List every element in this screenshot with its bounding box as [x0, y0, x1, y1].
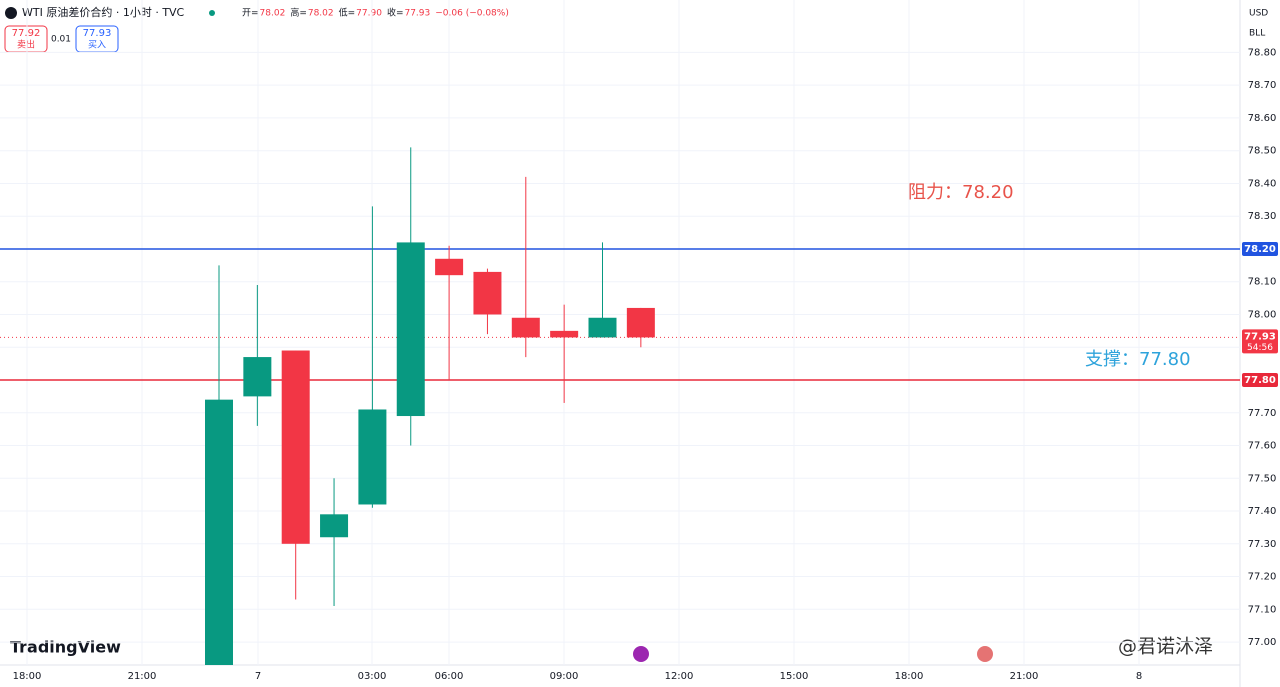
- candle-body: [550, 330, 579, 338]
- ohlc-label: 低=: [339, 7, 356, 19]
- last-price-tag: [1242, 329, 1278, 354]
- annotation: 支撑：77.80: [1085, 349, 1191, 370]
- annotation: 阻力：78.20: [908, 182, 1014, 203]
- buy-price[interactable]: 77.93: [83, 28, 112, 39]
- y-tick-label: 78.80: [1248, 47, 1277, 58]
- y-tick-label: 77.20: [1248, 572, 1277, 583]
- x-tick-label: 09:00: [550, 671, 579, 682]
- level-tag-label: 77.80: [1244, 375, 1276, 386]
- y-tick-label: 77.10: [1248, 604, 1277, 615]
- ohlc-label: 开=: [242, 8, 259, 19]
- y-tick-label: 77.60: [1248, 441, 1277, 452]
- x-tick-label: 15:00: [780, 671, 809, 682]
- ohlc-label: 高=: [290, 7, 307, 19]
- x-tick-label: 21:00: [128, 671, 157, 682]
- spread: 0.01: [51, 35, 71, 45]
- ohlc-value: 77.90: [356, 9, 382, 19]
- y-tick-label: 78.00: [1248, 309, 1277, 320]
- y-tick-label: 78.50: [1248, 146, 1277, 157]
- candle-body: [281, 350, 310, 544]
- candle-body: [243, 357, 272, 397]
- buy-label[interactable]: 买入: [88, 40, 106, 51]
- x-tick-label: 18:00: [13, 671, 42, 682]
- level-tag: [1242, 241, 1278, 256]
- symbol[interactable]: WTI 原油差价合约 · 1小时 · TVC: [22, 5, 185, 19]
- y-tick-label: 78.30: [1248, 211, 1277, 222]
- y-tick-label: 77.40: [1248, 506, 1277, 517]
- candle-body: [473, 271, 502, 315]
- candle-body: [588, 317, 617, 338]
- x-tick-label: 18:00: [895, 671, 924, 682]
- y-tick-label: 77.70: [1248, 408, 1277, 419]
- candle-body: [358, 409, 387, 505]
- countdown: 54:56: [1247, 343, 1273, 353]
- currency[interactable]: USD: [1249, 9, 1268, 19]
- candle-body: [320, 514, 349, 538]
- candle-body: [396, 242, 425, 417]
- y-tick-label: 77.00: [1248, 637, 1277, 648]
- ohlc-label: 收=: [387, 7, 404, 19]
- candle-body: [626, 307, 655, 338]
- signature: @君诺沐泽: [1118, 636, 1213, 658]
- x-tick-label: 12:00: [665, 671, 694, 682]
- x-tick-label: 8: [1136, 671, 1142, 682]
- candle-body: [435, 258, 464, 276]
- level-tag: [1242, 373, 1278, 387]
- x-tick-label: 7: [255, 671, 261, 682]
- change: −0.06 (−0.08%): [435, 9, 509, 19]
- sell-label[interactable]: 卖出: [17, 39, 35, 51]
- y-tick-label: 78.70: [1248, 80, 1277, 91]
- ohlc-value: 77.93: [404, 9, 430, 19]
- ohlc-value: 78.02: [260, 9, 286, 19]
- y-tick-label: 78.40: [1248, 178, 1277, 189]
- level-tag-label: 78.20: [1244, 244, 1276, 255]
- unit[interactable]: BLL: [1249, 29, 1265, 39]
- y-tick-label: 78.10: [1248, 277, 1277, 288]
- x-tick-label: 21:00: [1010, 671, 1039, 682]
- x-tick-label: 03:00: [358, 671, 387, 682]
- y-tick-label: 77.30: [1248, 539, 1277, 550]
- y-tick-label: 77.50: [1248, 473, 1277, 484]
- y-tick-label: 78.60: [1248, 113, 1277, 124]
- last-price-label: 77.93: [1244, 331, 1276, 342]
- sell-price[interactable]: 77.92: [12, 28, 41, 39]
- candle-body: [205, 399, 233, 665]
- ohlc-value: 78.02: [308, 9, 334, 19]
- x-tick-label: 06:00: [435, 671, 464, 682]
- candle-body: [511, 317, 540, 338]
